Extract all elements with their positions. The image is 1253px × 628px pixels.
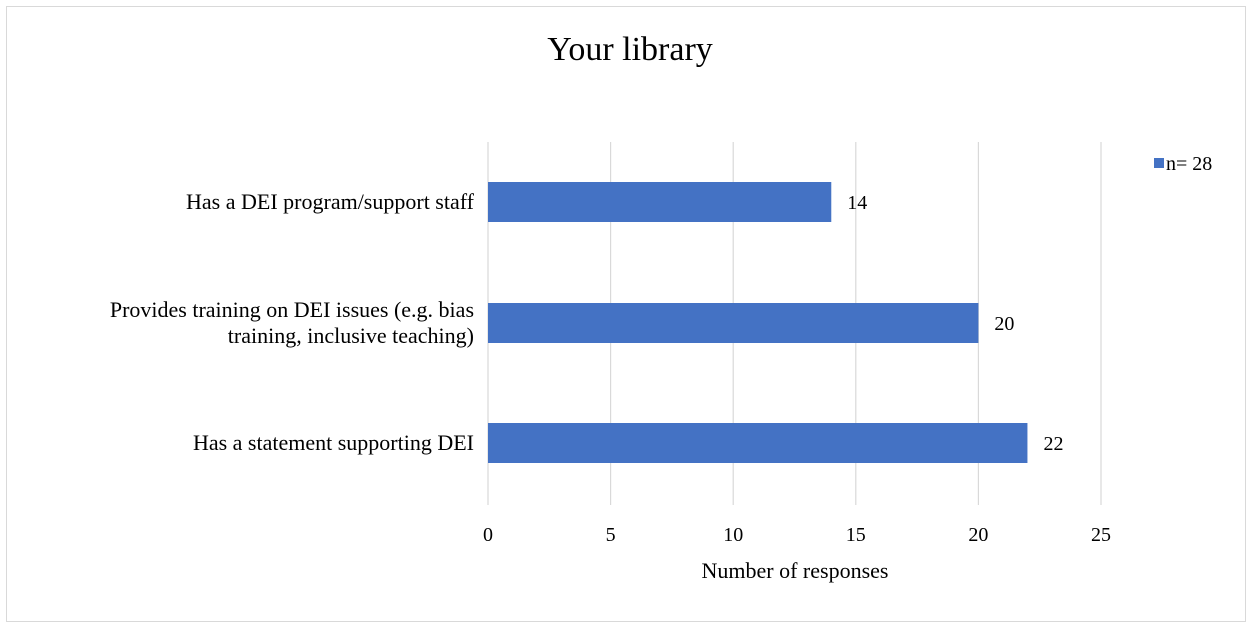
- x-tick-labels: 0 5 10 15 20 25: [483, 524, 1111, 546]
- bar: [488, 303, 979, 343]
- x-tick-label: 20: [968, 524, 988, 546]
- category-label: Has a DEI program/support staff: [186, 189, 475, 214]
- data-label: 14: [847, 192, 867, 214]
- category-label-line: Provides training on DEI issues (e.g. bi…: [110, 297, 474, 322]
- data-label: 20: [994, 313, 1014, 335]
- category-label-line: Has a statement supporting DEI: [193, 430, 474, 455]
- x-axis-title: Number of responses: [702, 558, 889, 583]
- x-tick-label: 25: [1091, 524, 1111, 546]
- legend-swatch: [1154, 158, 1164, 168]
- legend: n= 28: [1154, 153, 1212, 175]
- bar: [488, 423, 1028, 463]
- category-label: Has a statement supporting DEI: [193, 430, 474, 455]
- bar: [488, 182, 832, 222]
- data-label: 22: [1043, 433, 1063, 455]
- category-labels: Has a DEI program/support staff Provides …: [110, 189, 475, 455]
- x-tick-label: 10: [723, 524, 743, 546]
- legend-label: n= 28: [1166, 153, 1212, 175]
- category-label-line: training, inclusive teaching): [228, 323, 474, 348]
- x-tick-label: 0: [483, 524, 493, 546]
- category-label: Provides training on DEI issues (e.g. bi…: [110, 297, 474, 348]
- chart-title: Your library: [547, 31, 713, 68]
- x-tick-label: 15: [846, 524, 866, 546]
- category-label-line: Has a DEI program/support staff: [186, 189, 475, 214]
- bars: 14 20 22: [488, 182, 1063, 463]
- x-tick-label: 5: [606, 524, 616, 546]
